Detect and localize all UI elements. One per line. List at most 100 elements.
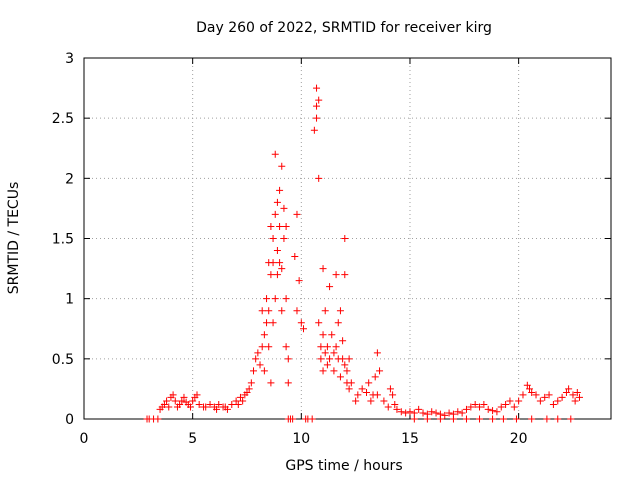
data-point: [373, 391, 381, 399]
data-point: [339, 355, 347, 363]
data-point: [345, 355, 353, 363]
data-point: [193, 391, 201, 399]
data-point: [263, 319, 271, 327]
data-point: [358, 385, 366, 393]
data-point: [441, 411, 449, 419]
data-point: [432, 409, 440, 417]
data-point: [554, 397, 562, 405]
data-point: [282, 295, 290, 303]
data-point: [541, 393, 549, 401]
data-point: [462, 405, 470, 413]
x-tick-label: 5: [188, 431, 197, 447]
data-point: [436, 415, 444, 423]
data-point: [247, 379, 255, 387]
data-point: [352, 397, 360, 405]
data-point: [228, 401, 236, 409]
data-point: [252, 355, 260, 363]
data-point: [276, 222, 284, 230]
data-point: [476, 415, 484, 423]
data-point: [267, 379, 275, 387]
data-point: [380, 397, 388, 405]
y-tick-label: 2.5: [52, 111, 74, 127]
data-point: [332, 271, 340, 279]
x-axis-label: GPS time / hours: [285, 458, 402, 474]
data-point: [458, 409, 466, 417]
data-point: [271, 210, 279, 218]
data-point: [189, 397, 197, 405]
data-point: [254, 349, 262, 357]
ticks-layer: 0 0.5 1 1.5 2 2.5 3 0 5 10 15 20: [52, 51, 611, 447]
data-point: [271, 295, 279, 303]
data-point: [428, 408, 436, 416]
data-point: [215, 401, 223, 409]
data-point: [315, 174, 323, 182]
data-point: [334, 319, 342, 327]
x-tick-label: 15: [401, 431, 419, 447]
data-point: [384, 403, 392, 411]
data-point: [297, 319, 305, 327]
grid-layer: [84, 58, 611, 419]
data-point: [319, 367, 327, 375]
data-point: [545, 391, 553, 399]
data-point: [575, 393, 583, 401]
data-point: [419, 409, 427, 417]
data-point: [243, 389, 251, 397]
data-point: [234, 401, 242, 409]
data-point: [258, 343, 266, 351]
data-point: [206, 401, 214, 409]
data-point: [260, 367, 268, 375]
data-point: [223, 405, 231, 413]
data-points: [143, 84, 583, 423]
data-point: [423, 415, 431, 423]
data-point: [186, 403, 194, 411]
data-point: [376, 367, 384, 375]
data-point: [471, 401, 479, 409]
data-point: [489, 407, 497, 415]
data-point: [336, 307, 344, 315]
data-point: [571, 397, 579, 405]
data-point: [271, 150, 279, 158]
data-point: [345, 385, 353, 393]
data-point: [367, 397, 375, 405]
data-point: [558, 393, 566, 401]
data-point: [415, 405, 423, 413]
y-tick-label: 0: [65, 412, 74, 428]
data-point: [499, 415, 507, 423]
data-point: [260, 331, 268, 339]
data-point: [195, 401, 203, 409]
data-point: [554, 415, 562, 423]
data-point: [543, 415, 551, 423]
data-point: [284, 379, 292, 387]
x-tick-label: 0: [80, 431, 89, 447]
y-tick-label: 2: [65, 171, 74, 187]
data-point: [565, 385, 573, 393]
data-point: [510, 403, 518, 411]
data-point: [299, 325, 307, 333]
data-point: [512, 415, 520, 423]
x-tick-label: 10: [292, 431, 310, 447]
data-point: [454, 408, 462, 416]
data-point: [315, 319, 323, 327]
data-point: [265, 307, 273, 315]
data-point: [562, 389, 570, 397]
data-point: [213, 405, 221, 413]
data-point: [347, 379, 355, 387]
data-point: [291, 253, 299, 261]
data-point: [332, 343, 340, 351]
data-point: [445, 409, 453, 417]
data-point: [282, 343, 290, 351]
data-point: [339, 337, 347, 345]
data-point: [313, 84, 321, 92]
data-point: [321, 307, 329, 315]
data-point: [528, 415, 536, 423]
data-point: [258, 307, 266, 315]
data-point: [163, 397, 171, 405]
data-point: [480, 401, 488, 409]
data-point: [317, 355, 325, 363]
data-point: [284, 355, 292, 363]
y-tick-label: 0.5: [52, 352, 74, 368]
data-point: [341, 235, 349, 242]
data-point: [323, 343, 331, 351]
data-point: [321, 349, 329, 357]
